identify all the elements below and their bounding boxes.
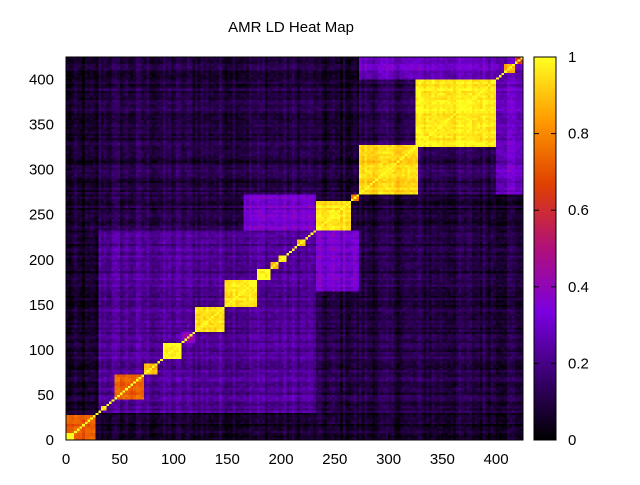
colorbar	[533, 56, 557, 441]
chart-title: AMR LD Heat Map	[228, 19, 354, 36]
colorbar-tick-label: 0.2	[568, 355, 589, 372]
colorbar-tick-label: 0.6	[568, 202, 589, 219]
x-tick-label: 400	[484, 451, 509, 468]
plot-frame	[65, 56, 524, 441]
x-tick-label: 50	[111, 451, 128, 468]
x-tick-label: 300	[376, 451, 401, 468]
x-tick-label: 0	[62, 451, 70, 468]
colorbar-gradient	[533, 56, 557, 441]
y-tick-label: 300	[29, 162, 54, 179]
y-tick-label: 0	[46, 432, 54, 449]
x-tick-label: 150	[215, 451, 240, 468]
y-tick-label: 50	[37, 387, 54, 404]
y-tick-label: 350	[29, 117, 54, 134]
heatmap-cells	[66, 57, 523, 440]
x-tick-label: 250	[322, 451, 347, 468]
y-tick-label: 400	[29, 72, 54, 89]
colorbar-tick-label: 0	[568, 432, 576, 449]
y-tick-label: 150	[29, 297, 54, 314]
colorbar-tick-label: 1	[568, 49, 576, 66]
x-axis: 0 50 100 150 200 250 300 350 400	[62, 434, 509, 468]
x-tick-label: 350	[430, 451, 455, 468]
y-tick-label: 100	[29, 342, 54, 359]
y-tick-label: 250	[29, 207, 54, 224]
colorbar-axis: 0 0.2 0.4 0.6 0.8 1	[534, 49, 589, 449]
x-tick-label: 200	[269, 451, 294, 468]
colorbar-tick-label: 0.4	[568, 279, 589, 296]
y-axis: 0 50 100 150 200 250 300 350 400	[29, 72, 72, 449]
y-tick-label: 200	[29, 252, 54, 269]
colorbar-tick-label: 0.8	[568, 126, 589, 143]
x-tick-label: 100	[161, 451, 186, 468]
plot-area	[65, 56, 524, 441]
